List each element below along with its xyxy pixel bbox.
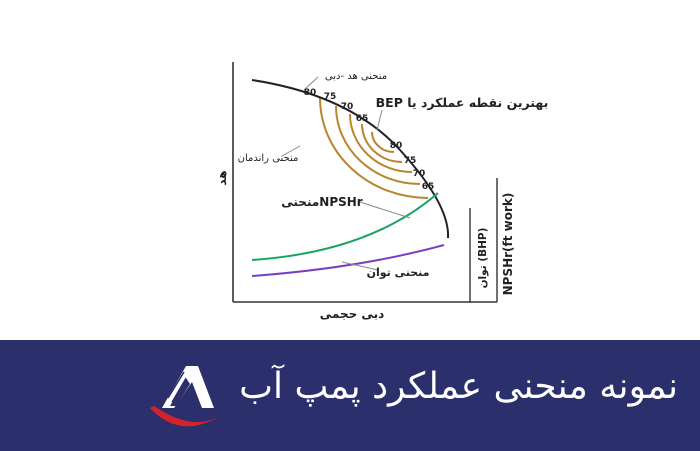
- eff-left-65: 65: [356, 114, 369, 124]
- axis-npshr-label: NPSHr(ft work): [501, 193, 515, 296]
- label-bep: بهترین نقطه عملکرد یا BEP: [376, 95, 549, 110]
- label-head-curve: منحنی هد -دبی: [325, 71, 387, 82]
- npshr-curve: [251, 192, 439, 261]
- label-npshr: NPSHrمنحنی: [281, 195, 363, 209]
- eff-right-65: 65: [422, 182, 435, 192]
- eff-left-80: 80: [304, 88, 317, 98]
- leader-power: [341, 261, 379, 271]
- efficiency-curve-inner: [371, 131, 395, 153]
- axis-y-label: هد: [215, 170, 229, 185]
- efficiency-curve-65: [361, 123, 403, 163]
- eff-right-80: 80: [390, 141, 403, 151]
- leader-efficiency: [281, 145, 301, 157]
- label-efficiency: منحنی راندمان: [238, 153, 299, 164]
- axis-x-label: دبی حجمی: [320, 307, 384, 321]
- eff-left-75: 75: [324, 92, 337, 102]
- banner-title: نمونه منحنی عملکرد پمپ آب: [239, 366, 678, 407]
- leader-bep: [376, 109, 383, 131]
- axis-bhp-label: توان (BHP): [477, 228, 489, 289]
- eff-right-75: 75: [404, 156, 417, 166]
- head-curve: [251, 79, 450, 239]
- leader-npshr: [359, 201, 411, 219]
- pump-performance-diagram: 80 75 70 65 80 75 70 65 منحنی هد -دبی به…: [215, 62, 549, 321]
- title-banner: نمونه منحنی عملکرد پمپ آب: [0, 340, 700, 451]
- efficiency-curve-70: [349, 113, 413, 173]
- leader-head: [303, 76, 319, 91]
- eff-right-70: 70: [413, 169, 426, 179]
- efficiency-curve-80: [319, 97, 429, 199]
- label-power: منحنی توان: [367, 266, 430, 279]
- company-logo-icon: [150, 366, 220, 427]
- efficiency-curve-75: [335, 105, 421, 185]
- eff-left-70: 70: [341, 102, 354, 112]
- efficiency-curves: [319, 97, 429, 199]
